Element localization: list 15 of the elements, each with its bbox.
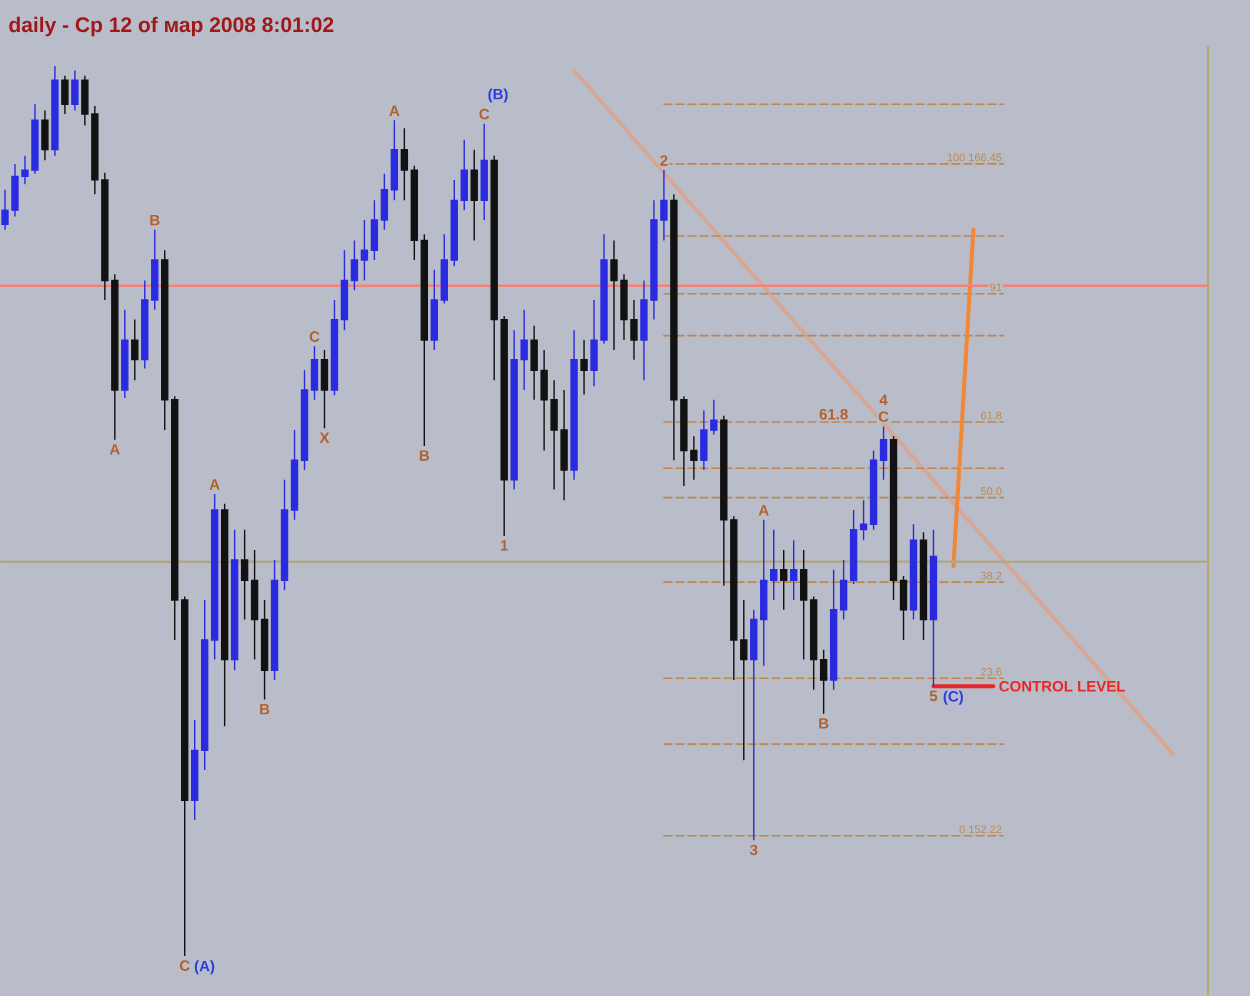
candlestick bbox=[320, 349, 329, 429]
candlestick bbox=[570, 329, 578, 481]
candlestick bbox=[51, 65, 59, 157]
candlestick bbox=[780, 549, 788, 611]
candlestick bbox=[470, 148, 478, 242]
candlestick bbox=[131, 318, 139, 381]
candlestick bbox=[121, 309, 129, 399]
candlestick bbox=[580, 339, 588, 396]
candlestick bbox=[71, 69, 79, 112]
candlestick bbox=[41, 109, 49, 162]
candlestick bbox=[61, 75, 69, 115]
candlestick bbox=[929, 528, 938, 687]
chart-title: daily - Ср 12 of мар 2008 8:01:02 bbox=[9, 16, 334, 37]
candlestick bbox=[790, 539, 798, 601]
candlestick bbox=[480, 123, 488, 221]
